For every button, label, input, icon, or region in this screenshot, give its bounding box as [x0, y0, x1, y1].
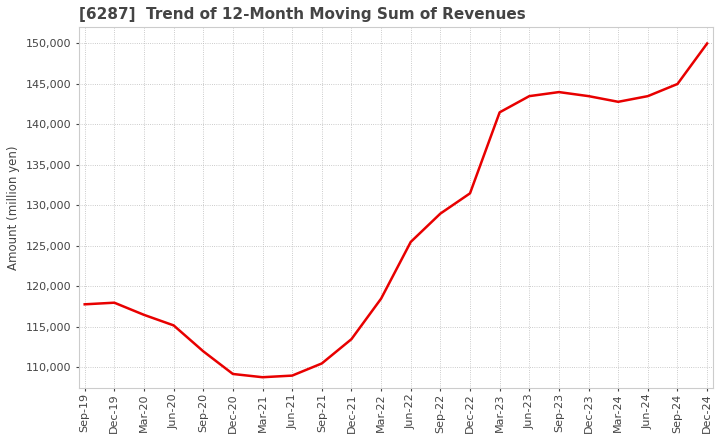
Y-axis label: Amount (million yen): Amount (million yen) [7, 145, 20, 270]
Text: [6287]  Trend of 12-Month Moving Sum of Revenues: [6287] Trend of 12-Month Moving Sum of R… [78, 7, 526, 22]
